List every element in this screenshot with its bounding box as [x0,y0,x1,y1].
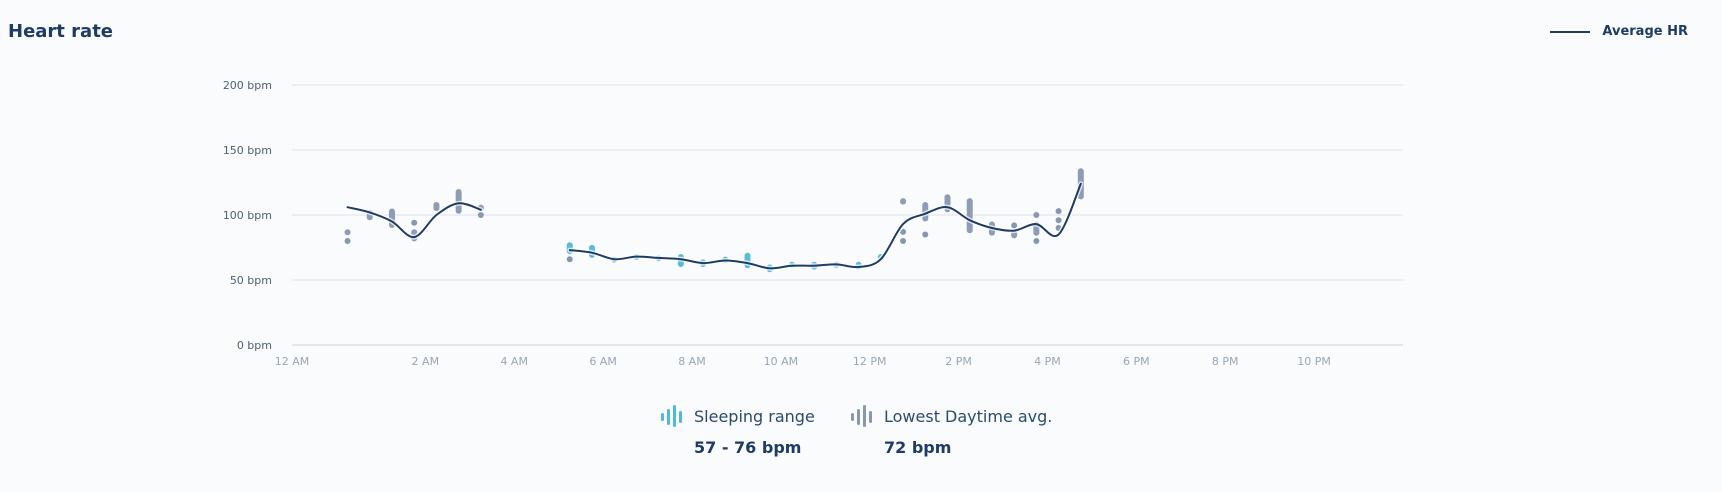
x-tick-label: 12 PM [853,355,887,368]
sleeping-range-value: 57 - 76 bpm [694,438,802,457]
hr-dot [1033,238,1040,244]
hr-dot [477,212,484,218]
lowest-daytime-summary: Lowest Daytime avg. 72 bpm [850,404,1052,457]
average-hr-line-halo-1 [567,181,1084,271]
hr-dot [1011,222,1018,229]
x-tick-label: 4 PM [1034,355,1061,368]
day-range-bar [433,202,440,212]
daytime-avg-icon [851,405,872,427]
lowest-daytime-label: Lowest Daytime avg. [884,406,1053,426]
average-hr-legend-line [1550,30,1591,33]
x-tick-label: 2 AM [412,355,440,368]
lowest-daytime-value: 72 bpm [884,438,952,457]
page-title: Heart rate [8,21,114,42]
y-tick-label: 200 bpm [223,79,272,92]
hr-dot [922,231,929,238]
x-tick-label: 2 PM [945,355,972,368]
y-tick-label: 100 bpm [223,209,272,222]
hr-dot [900,238,907,244]
hr-dot [1055,208,1062,215]
x-tick-label: 8 PM [1212,355,1239,368]
x-tick-label: 12 AM [275,355,310,368]
x-tick-label: 6 PM [1123,355,1150,368]
y-tick-label: 150 bpm [223,144,272,157]
day-range-bar [900,198,907,205]
x-tick-label: 6 AM [589,355,617,368]
sleeping-range-summary: Sleeping range 57 - 76 bpm [660,404,815,457]
hr-dot [344,238,351,244]
x-tick-label: 4 AM [500,355,528,368]
x-tick-label: 8 AM [678,355,706,368]
hr-dot [1033,212,1040,218]
average-hr-line-0 [346,202,482,239]
hr-dot [900,228,907,235]
sleeping-range-label: Sleeping range [694,406,815,426]
y-tick-label: 50 bpm [230,274,272,287]
hr-dot [1055,217,1062,224]
x-tick-label: 10 PM [1297,355,1331,368]
y-tick-label: 0 bpm [237,339,272,352]
hr-dot [566,256,573,263]
sleeping-range-icon [661,405,682,427]
day-range-bar [344,229,351,236]
day-range-bar [966,198,973,234]
heart-rate-chart: 0 bpm 50 bpm 100 bpm 150 bpm 200 bpm 12 AM 2 A… [223,79,1403,368]
hr-dot [411,219,418,226]
average-hr-line-1 [568,182,1082,270]
average-hr-legend-label: Average HR [1602,24,1688,39]
x-tick-label: 10 AM [764,355,799,368]
chart-legend: Average HR [1550,24,1688,39]
